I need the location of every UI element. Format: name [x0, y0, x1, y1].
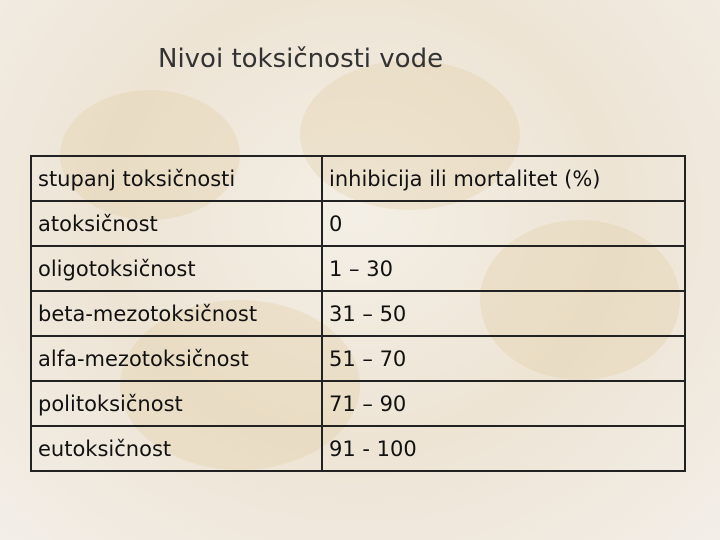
cell: beta-mezotoksičnost [30, 290, 323, 337]
cell: 91 - 100 [321, 425, 686, 472]
table-row: politoksičnost 71 – 90 [30, 380, 686, 427]
cell: politoksičnost [30, 380, 323, 427]
table-row: beta-mezotoksičnost 31 – 50 [30, 290, 686, 337]
table-row: eutoksičnost 91 - 100 [30, 425, 686, 472]
cell: 71 – 90 [321, 380, 686, 427]
cell: stupanj toksičnosti [30, 155, 323, 202]
cell: atoksičnost [30, 200, 323, 247]
cell: eutoksičnost [30, 425, 323, 472]
cell: alfa-mezotoksičnost [30, 335, 323, 382]
cell: 31 – 50 [321, 290, 686, 337]
table-row: atoksičnost 0 [30, 200, 686, 247]
header-row: stupanj toksičnosti inhibicija ili mortal… [30, 155, 686, 202]
table: stupanj toksičnosti inhibicija ili mortal… [30, 155, 686, 472]
table-row: oligotoksičnost 1 – 30 [30, 245, 686, 292]
cell: 0 [321, 200, 686, 247]
cell: oligotoksičnost [30, 245, 323, 292]
cell: 1 – 30 [321, 245, 686, 292]
title: Nivoi toksičnosti vode [158, 44, 444, 74]
cell: inhibicija ili mortalitet (%) [321, 155, 686, 202]
table-row: alfa-mezotoksičnost 51 – 70 [30, 335, 686, 382]
cell: 51 – 70 [321, 335, 686, 382]
